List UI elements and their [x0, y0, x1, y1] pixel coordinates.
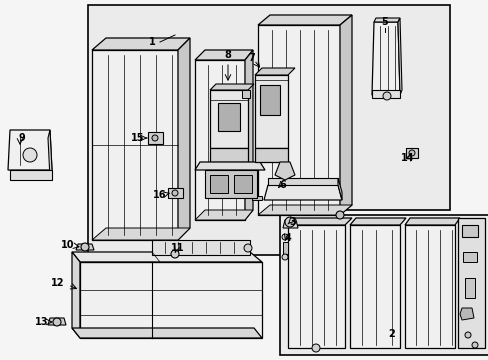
Polygon shape — [152, 240, 249, 255]
Polygon shape — [92, 50, 178, 240]
Bar — [464, 278, 474, 298]
Bar — [260, 85, 280, 115]
Text: 6: 6 — [279, 180, 286, 190]
Polygon shape — [267, 178, 337, 185]
Polygon shape — [76, 244, 94, 250]
Polygon shape — [287, 225, 345, 348]
Bar — [218, 103, 240, 131]
Circle shape — [282, 234, 287, 240]
Text: 15: 15 — [131, 133, 144, 143]
Polygon shape — [72, 252, 80, 338]
Polygon shape — [258, 25, 339, 215]
Polygon shape — [195, 210, 252, 220]
Polygon shape — [459, 308, 473, 320]
Bar — [204, 170, 257, 198]
Polygon shape — [80, 262, 262, 338]
Text: 12: 12 — [51, 278, 64, 288]
Circle shape — [285, 217, 294, 227]
Circle shape — [408, 150, 414, 156]
Text: 16: 16 — [153, 190, 166, 200]
Polygon shape — [92, 228, 190, 240]
Polygon shape — [8, 130, 52, 170]
Polygon shape — [405, 148, 417, 158]
Bar — [242, 90, 249, 98]
Polygon shape — [148, 132, 163, 144]
Circle shape — [335, 211, 343, 219]
Circle shape — [382, 92, 390, 100]
Polygon shape — [72, 328, 262, 338]
Text: 5: 5 — [381, 17, 387, 27]
Polygon shape — [349, 218, 405, 225]
Polygon shape — [72, 252, 262, 262]
Circle shape — [172, 190, 178, 196]
Text: 9: 9 — [19, 133, 25, 143]
Circle shape — [171, 250, 179, 258]
Polygon shape — [404, 218, 459, 225]
Polygon shape — [195, 162, 264, 170]
Polygon shape — [254, 148, 287, 162]
Bar — [283, 242, 287, 254]
Circle shape — [23, 148, 37, 162]
Circle shape — [53, 318, 61, 326]
Polygon shape — [48, 130, 52, 178]
Polygon shape — [92, 38, 190, 50]
Circle shape — [81, 243, 89, 251]
Polygon shape — [258, 205, 351, 215]
Circle shape — [152, 135, 158, 141]
Polygon shape — [457, 218, 484, 348]
Bar — [461, 225, 477, 237]
Polygon shape — [287, 218, 351, 225]
Polygon shape — [258, 15, 351, 25]
Circle shape — [464, 332, 470, 338]
Polygon shape — [168, 188, 183, 198]
Circle shape — [282, 254, 287, 260]
Polygon shape — [10, 170, 52, 180]
Polygon shape — [48, 318, 66, 325]
Polygon shape — [371, 90, 399, 98]
Text: 3: 3 — [289, 217, 296, 227]
Polygon shape — [209, 148, 247, 162]
Text: 2: 2 — [388, 329, 395, 339]
Polygon shape — [274, 162, 294, 180]
Polygon shape — [264, 185, 341, 200]
Text: 7: 7 — [248, 53, 255, 63]
Circle shape — [471, 342, 477, 348]
Text: 4: 4 — [284, 233, 291, 243]
Text: 8: 8 — [224, 50, 231, 60]
Polygon shape — [283, 220, 297, 228]
Circle shape — [311, 344, 319, 352]
Polygon shape — [349, 225, 399, 348]
Polygon shape — [251, 196, 262, 200]
Polygon shape — [254, 75, 287, 148]
Polygon shape — [339, 15, 351, 215]
Text: 11: 11 — [171, 243, 184, 253]
Text: 10: 10 — [61, 240, 75, 250]
Polygon shape — [195, 50, 252, 60]
Circle shape — [244, 244, 251, 252]
Polygon shape — [254, 68, 294, 75]
Polygon shape — [209, 90, 247, 148]
Polygon shape — [373, 18, 399, 22]
Text: 1: 1 — [148, 37, 155, 47]
Polygon shape — [404, 225, 454, 348]
Polygon shape — [280, 215, 488, 355]
Text: 14: 14 — [401, 153, 414, 163]
Polygon shape — [195, 60, 244, 220]
Text: 13: 13 — [35, 317, 49, 327]
Polygon shape — [371, 22, 399, 95]
Bar — [462, 252, 476, 262]
Polygon shape — [244, 50, 252, 220]
Bar — [209, 175, 227, 193]
Bar — [234, 175, 251, 193]
Polygon shape — [397, 18, 401, 95]
Polygon shape — [178, 38, 190, 240]
Polygon shape — [337, 178, 341, 200]
Polygon shape — [88, 5, 449, 255]
Polygon shape — [209, 84, 253, 90]
